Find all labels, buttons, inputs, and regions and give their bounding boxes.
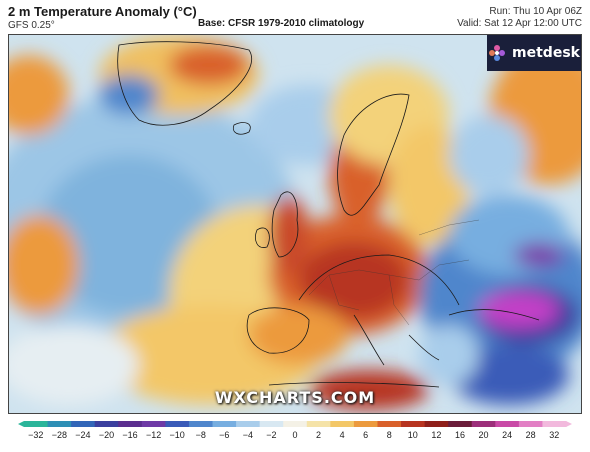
- colorbar-tick-label: 4: [339, 430, 345, 440]
- iceland-outline: [232, 122, 251, 135]
- balkans-outline: [408, 334, 440, 361]
- iberia-outline: [246, 307, 310, 354]
- colorbar-tick-label: −12: [145, 430, 162, 440]
- colorbar-tick-label: 2: [316, 430, 322, 440]
- run-time: Run: Thu 10 Apr 06Z: [489, 6, 582, 17]
- colorbar-tick-label: −10: [169, 430, 185, 440]
- colorbar-segment: [330, 421, 355, 427]
- colorbar-tick-label: −8: [195, 430, 206, 440]
- climatology-base: Base: CFSR 1979-2010 climatology: [198, 18, 365, 29]
- colorbar-segment: [236, 421, 261, 427]
- header-left: 2 m Temperature Anomaly (°C) GFS 0.25°: [8, 4, 197, 32]
- colorbar-segment: [24, 421, 49, 427]
- central-europe-coast: [298, 254, 460, 306]
- colorbar-tick-label: −4: [242, 430, 253, 440]
- colorbar-tick-label: −24: [75, 430, 91, 440]
- colorbar-segment: [94, 421, 119, 427]
- colorbar-tick-label: 6: [363, 430, 369, 440]
- colorbar-segment: [448, 421, 473, 427]
- colorbar-tick-label: 10: [407, 430, 418, 440]
- wxcharts-watermark: WXCHARTS.COM: [214, 388, 376, 407]
- colorbar-tick-label: −28: [51, 430, 67, 440]
- colorbar-tick-label: −20: [98, 430, 115, 440]
- coastlines: [117, 41, 540, 388]
- colorbar-tick-label: 16: [454, 430, 465, 440]
- ireland-outline: [255, 227, 270, 248]
- greenland-outline: [117, 41, 252, 126]
- colorbar-segment: [259, 421, 284, 427]
- colorbar-segment: [542, 421, 567, 427]
- colorbar-tick-label: 0: [292, 430, 298, 440]
- italy-outline: [353, 314, 385, 366]
- borders: [308, 219, 480, 326]
- colorbar-right-arrow: [566, 421, 572, 427]
- metdesk-flower-icon: [489, 45, 506, 61]
- metdesk-logo: metdesk: [487, 35, 581, 71]
- britain-outline: [271, 191, 299, 258]
- colorbar-segment: [47, 421, 72, 427]
- colorbar-segment: [401, 421, 426, 427]
- colorbar-tick-label: −16: [122, 430, 138, 440]
- valid-time: Valid: Sat 12 Apr 12:00 UTC: [457, 18, 582, 29]
- north-africa-coast: [268, 381, 440, 388]
- colorbar-tick-label: 20: [478, 430, 489, 440]
- colorbar-segment: [165, 421, 190, 427]
- colorbar-segment: [141, 421, 166, 427]
- colorbar-labels: −32 −28 −24 −20 −16 −12 −10 −8 −6 −4 −2 0 2 4 6 8 10 12 16…: [18, 430, 572, 444]
- colorbar-tick-label: 28: [525, 430, 536, 440]
- temperature-anomaly-map[interactable]: metdesk WXCHARTS.COM: [8, 34, 582, 414]
- colorbar-segment: [283, 421, 308, 427]
- colorbar-tick-label: −2: [266, 430, 277, 440]
- colorbar-left-arrow: [18, 421, 24, 427]
- colorbar-tick-label: 24: [502, 430, 513, 440]
- anomaly-field: [9, 35, 581, 410]
- colorbar-segment: [495, 421, 520, 427]
- model-label: GFS 0.25°: [8, 20, 55, 31]
- colorbar-segment: [71, 421, 96, 427]
- colorbar-tick-label: −6: [219, 430, 230, 440]
- scandinavia-outline: [337, 93, 410, 216]
- colorbar-segment: [353, 421, 378, 427]
- colorbar-tick-label: −32: [28, 430, 44, 440]
- header-right: Run: Thu 10 Apr 06Z Valid: Sat 12 Apr 12…: [457, 6, 582, 30]
- colorbar: [18, 421, 572, 427]
- black-sea-outline: [448, 309, 540, 321]
- map-title: 2 m Temperature Anomaly (°C): [8, 4, 197, 19]
- colorbar-segment: [306, 421, 331, 427]
- colorbar-tick-label: 8: [386, 430, 392, 440]
- colorbar-segment: [118, 421, 143, 427]
- colorbar-tick-label: 12: [431, 430, 442, 440]
- logo-text: metdesk: [512, 45, 580, 61]
- colorbar-segment: [424, 421, 449, 427]
- colorbar-segment: [212, 421, 237, 427]
- colorbar-segment: [188, 421, 214, 427]
- colorbar-tick-label: 32: [549, 430, 560, 440]
- colorbar-segment: [471, 421, 496, 427]
- colorbar-segment: [377, 421, 402, 427]
- colorbar-segment: [518, 421, 543, 427]
